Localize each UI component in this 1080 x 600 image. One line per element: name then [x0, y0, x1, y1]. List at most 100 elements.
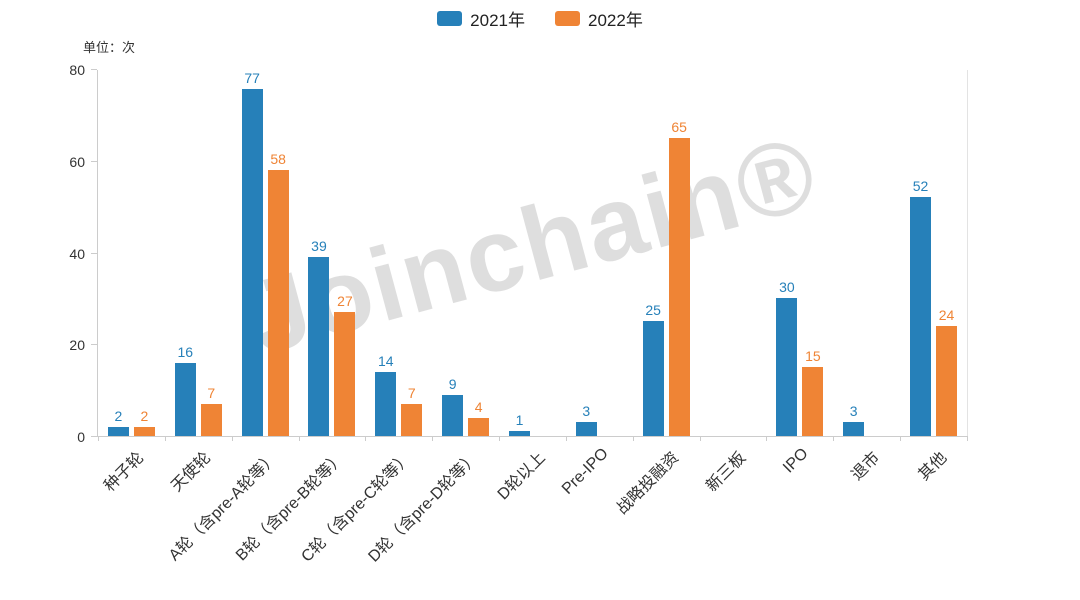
x-axis-label: IPO [780, 445, 812, 477]
bar-2021年-战略投融资 [642, 321, 664, 436]
bar-value-label: 15 [805, 348, 821, 365]
legend-item-2021年[interactable]: 2021年 [437, 6, 525, 31]
bar-value-label: 9 [448, 375, 457, 392]
bar-value-label: 58 [270, 150, 286, 167]
bar-2022年-A轮（含pre-A轮等） [267, 169, 289, 436]
bar-2022年-IPO [802, 367, 824, 436]
bar-2021年-B轮（含pre-B轮等） [308, 257, 330, 436]
x-axis-label: 战略投融资 [613, 449, 683, 518]
bar-slot [869, 70, 890, 436]
bar-slot: 39 [308, 70, 330, 436]
x-tick-mark [967, 436, 968, 441]
y-tick-label: 80 [69, 62, 85, 78]
bar-slot: 1 [508, 70, 530, 436]
bar-slot: 24 [936, 70, 958, 436]
bar-2022年-其他 [936, 325, 958, 436]
bar-2021年-D轮以上 [508, 431, 530, 436]
y-tick-mark [91, 436, 97, 437]
bar-value-label: 77 [244, 70, 260, 86]
legend-label: 2021年 [470, 11, 525, 30]
legend-swatch [437, 11, 463, 26]
bar-value-label: 14 [378, 352, 394, 369]
category-group: 30 15 IPO [766, 70, 833, 477]
x-tick-mark [432, 436, 434, 441]
bar-value-label: 25 [645, 302, 661, 319]
bar-slot: 16 [174, 70, 196, 436]
category-group: 52 24 其他 [900, 70, 967, 484]
category-group: 16 7 天使轮 [165, 70, 232, 495]
bar-2021年-Pre-IPO [575, 422, 597, 436]
bar-value-label: 2 [140, 407, 149, 424]
x-tick-mark [365, 436, 367, 441]
bar-slot: 30 [776, 70, 798, 436]
bar-slot: 25 [642, 70, 664, 436]
bar-2021年-其他 [910, 197, 932, 436]
y-tick-mark [91, 69, 97, 70]
bar-slot: 27 [334, 70, 356, 436]
legend-swatch [555, 11, 580, 26]
bar-value-label: 3 [582, 403, 591, 420]
bar-2022年-天使轮 [200, 403, 222, 436]
bar-2021年-C轮（含pre-C轮等） [375, 371, 397, 436]
x-axis-label: 其他 [915, 449, 950, 484]
x-tick-mark [632, 436, 634, 441]
bar-2022年-C轮（含pre-C轮等） [401, 403, 423, 436]
bar-slot: 7 [401, 70, 423, 436]
bar-value-label: 65 [671, 118, 687, 135]
legend-item-2022年[interactable]: 2022年 [555, 6, 643, 31]
x-tick-mark [699, 436, 701, 441]
y-tick-label: 20 [69, 337, 85, 354]
bar-pair: 1 [508, 70, 556, 436]
bar-2021年-A轮（含pre-A轮等） [241, 89, 263, 436]
y-tick-mark [91, 344, 97, 346]
plot-area: 2 2 种子轮 16 7 天使轮 77 58 A轮（含pre-A轮等） 39 27 B轮（含pre-B… [97, 70, 968, 566]
bar-2022年-战略投融资 [668, 137, 690, 436]
x-tick-mark [164, 436, 166, 441]
category-group: 39 27 B轮（含pre-B轮等） [233, 70, 366, 564]
bar-value-label: 3 [849, 403, 858, 420]
bar-pair: 30 15 [776, 70, 824, 436]
bar-slot: 2 [107, 70, 129, 436]
x-tick-mark [231, 436, 233, 441]
unit-label: 单位：次 [83, 40, 136, 55]
bar-2022年-D轮（含pre-D轮等） [468, 417, 490, 436]
bar-2021年-退市 [843, 422, 865, 436]
legend-label: 2022年 [588, 11, 643, 30]
bar-slot: 77 [241, 70, 263, 436]
y-tick-mark [91, 160, 97, 162]
x-axis-label: 天使轮 [168, 449, 215, 496]
bar-2021年-种子轮 [107, 426, 129, 436]
category-group: 新三板 [700, 70, 767, 495]
x-tick-mark [833, 436, 835, 441]
bar-2022年-种子轮 [133, 426, 155, 436]
bar-slot: 14 [375, 70, 397, 436]
bar-pair: 14 7 [375, 70, 423, 436]
bar-slot [736, 70, 757, 436]
x-tick-mark [900, 436, 902, 441]
category-group: 25 65 战略投融资 [614, 70, 700, 518]
bar-value-label: 27 [337, 293, 353, 310]
bar-2022年-B轮（含pre-B轮等） [334, 312, 356, 436]
x-axis-label: Pre-IPO [558, 445, 612, 498]
bar-slot: 3 [575, 70, 597, 436]
category-group: 14 7 C轮（含pre-C轮等） [299, 70, 432, 566]
bar-slot: 52 [910, 70, 932, 436]
bar-slot: 9 [442, 70, 464, 436]
bar-pair: 77 58 [241, 70, 289, 436]
bar-slot: 7 [200, 70, 222, 436]
bar-pair: 3 [843, 70, 890, 436]
x-tick-mark [565, 436, 567, 441]
bar-value-label: 39 [311, 238, 327, 255]
bar-pair: 52 24 [910, 70, 958, 436]
bar-slot [535, 70, 556, 436]
bar-value-label: 4 [474, 398, 483, 415]
bar-value-label: 30 [779, 279, 795, 296]
x-tick-mark [499, 436, 501, 441]
bar-slot: 4 [468, 70, 490, 436]
bar-slot: 58 [267, 70, 289, 436]
category-group: 2 2 种子轮 [98, 70, 165, 495]
bar-value-label: 2 [114, 407, 123, 424]
